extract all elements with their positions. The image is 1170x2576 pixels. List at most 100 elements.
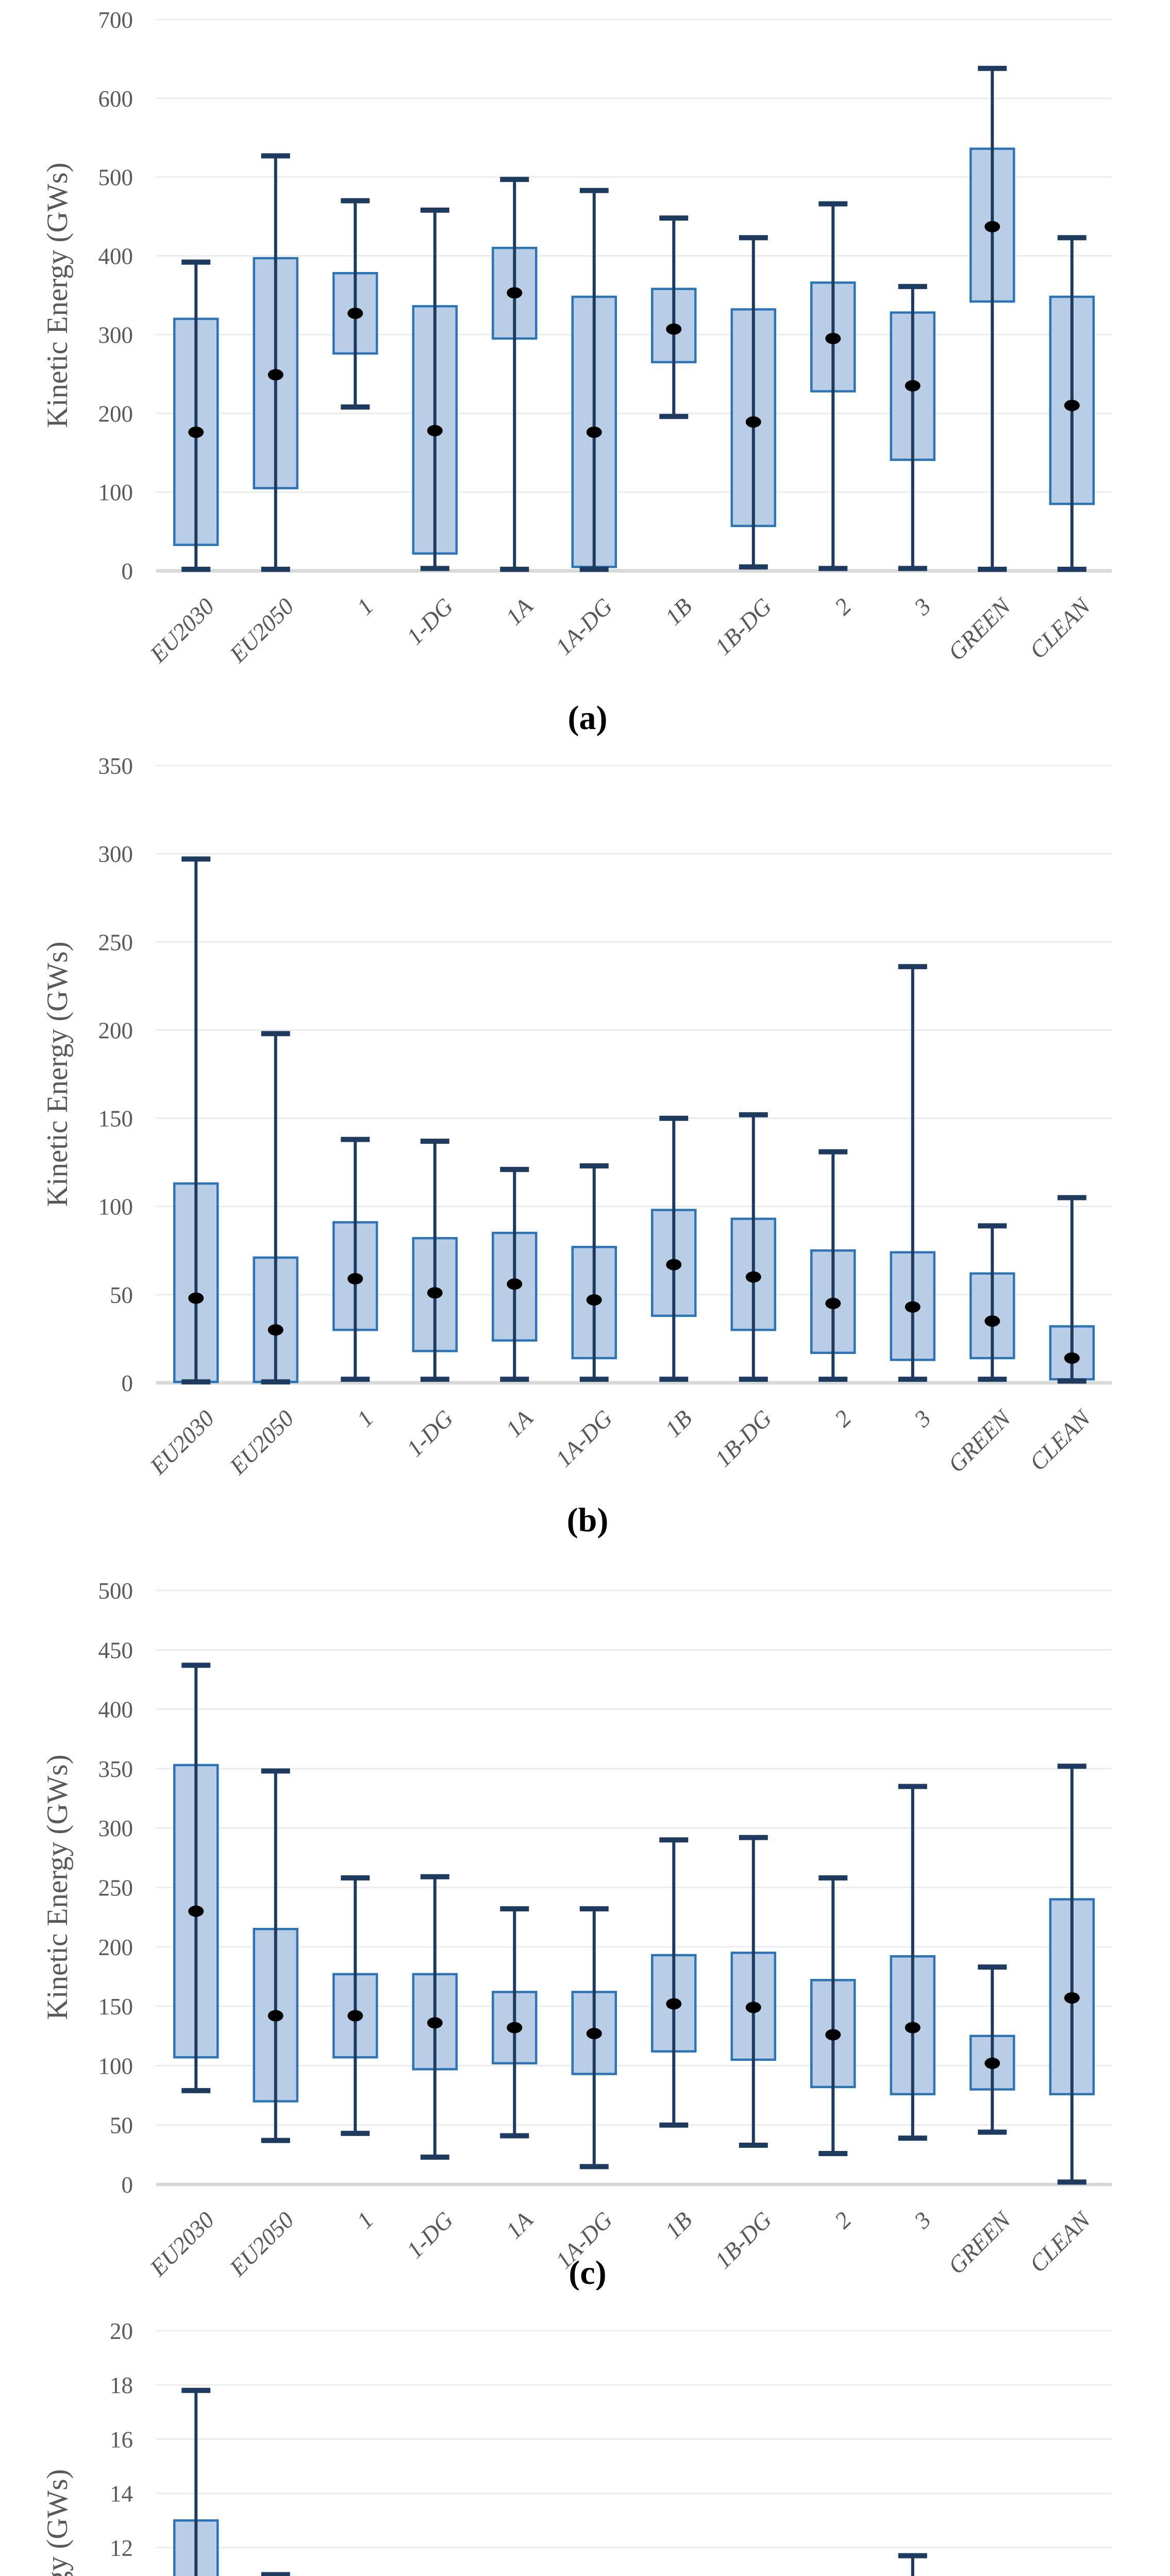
mean-dot-GREEN <box>984 2057 1000 2069</box>
chart-a-plot: 0 100 200 300 400 500 600 700 EU2030 EU2050 1 1-DG 1… <box>98 7 1112 668</box>
y-tick-label: 18 <box>110 2372 133 2398</box>
y-tick-label: 250 <box>98 1875 133 1901</box>
mean-dot-3 <box>905 2022 921 2033</box>
category-label-EU2050: EU2050 <box>224 593 299 668</box>
mean-dot-3 <box>905 380 921 392</box>
mean-dot-1B <box>666 1998 682 2010</box>
category-label-1: 1 <box>352 593 378 620</box>
mean-dot-2 <box>825 1297 841 1309</box>
y-tick-label: 150 <box>98 1994 133 2020</box>
y-tick-label: 50 <box>110 2113 133 2139</box>
y-tick-label: 100 <box>98 1194 133 1220</box>
mean-dot-1-DG <box>427 1287 443 1299</box>
category-label-EU2050: EU2050 <box>224 2207 299 2281</box>
mean-dot-1B <box>666 1259 682 1270</box>
y-tick-label: 500 <box>98 1578 133 1604</box>
y-axis-title: Kinetic Energy (GWs) <box>41 163 74 428</box>
mean-dot-1 <box>347 2010 363 2022</box>
mean-dot-1A <box>507 2022 523 2033</box>
y-tick-label: 350 <box>98 1756 133 1782</box>
panel-c: 0 50 100 150 200 250 300 350 400 450 500 EU2030 EU20… <box>0 1540 1170 2290</box>
mean-dot-1B-DG <box>745 2002 761 2013</box>
category-label-1B-DG: 1B-DG <box>710 593 777 660</box>
y-tick-label: 200 <box>98 1018 133 1043</box>
category-label-1B: 1B <box>660 593 697 630</box>
mean-dot-1A <box>507 287 523 299</box>
mean-dot-1 <box>347 1273 363 1285</box>
mean-dot-2 <box>825 333 841 345</box>
category-label-GREEN: GREEN <box>943 592 1016 665</box>
y-tick-label: 450 <box>98 1637 133 1663</box>
mean-dot-EU2050 <box>268 369 283 381</box>
mean-dot-EU2050 <box>268 2010 283 2022</box>
category-label-1B: 1B <box>660 1405 697 1442</box>
panel-d: 02468101214161820EU2030EU205011-DG1A1A-D… <box>0 2290 1170 2576</box>
category-label-3: 3 <box>909 2207 936 2234</box>
chart-c-plot: 0 50 100 150 200 250 300 350 400 450 500 EU2030 EU20… <box>98 1578 1112 2281</box>
mean-dot-1A-DG <box>586 2028 602 2040</box>
category-label-CLEAN: CLEAN <box>1025 1404 1096 1476</box>
mean-dot-GREEN <box>984 221 1000 233</box>
mean-dot-CLEAN <box>1064 400 1080 411</box>
mean-dot-EU2030 <box>188 1905 204 1917</box>
category-label-1B-DG: 1B-DG <box>710 2207 777 2274</box>
panel-b: 0 50 100 150 200 250 300 350 EU2030 EU2050 1 1-DG 1A… <box>0 737 1170 1540</box>
chart-a-canvas: 0 100 200 300 400 500 600 700 EU2030 EU2050 1 1-DG 1… <box>41 7 1112 737</box>
caption-b: (b) <box>567 1501 609 1539</box>
category-label-1B: 1B <box>660 2207 697 2244</box>
chart-d-plot: 02468101214161820EU2030EU205011-DG1A1A-D… <box>110 2318 1112 2576</box>
y-tick-label: 300 <box>98 1816 133 1841</box>
mean-dot-1A <box>507 1278 523 1290</box>
mean-dot-1-DG <box>427 2017 443 2029</box>
y-tick-label: 300 <box>98 841 133 867</box>
category-label-1-DG: 1-DG <box>402 593 458 650</box>
mean-dot-EU2030 <box>188 1292 204 1304</box>
caption-c: (c) <box>569 2254 606 2290</box>
category-label-1A-DG: 1A-DG <box>550 1405 617 1472</box>
mean-dot-1B-DG <box>745 416 761 428</box>
y-tick-label: 200 <box>98 401 133 427</box>
chart-d-canvas: 02468101214161820EU2030EU205011-DG1A1A-D… <box>41 2318 1112 2576</box>
category-label-2: 2 <box>829 1405 856 1432</box>
category-label-1-DG: 1-DG <box>402 2207 458 2263</box>
mean-dot-EU2030 <box>188 426 204 438</box>
y-axis-title: Kinetic Energy (GWs) <box>41 1755 74 2020</box>
chart-b-canvas: 0 50 100 150 200 250 300 350 EU2030 EU2050 1 1-DG 1A… <box>41 753 1112 1539</box>
y-axis-title: Kinetic Energy (GWs) <box>41 942 74 1207</box>
y-tick-label: 300 <box>98 322 133 348</box>
mean-dot-3 <box>905 1301 921 1313</box>
y-tick-label: 400 <box>98 1697 133 1723</box>
caption-a: (a) <box>568 699 608 737</box>
y-tick-label: 200 <box>98 1935 133 1960</box>
y-tick-label: 600 <box>98 86 133 112</box>
y-tick-label: 0 <box>122 2172 133 2198</box>
category-label-EU2030: EU2030 <box>144 1405 219 1480</box>
category-label-EU2030: EU2030 <box>144 2207 219 2281</box>
y-tick-label: 150 <box>98 1106 133 1132</box>
category-label-1B-DG: 1B-DG <box>710 1405 777 1472</box>
mean-dot-1B-DG <box>745 1271 761 1283</box>
y-tick-label: 350 <box>98 753 133 779</box>
mean-dot-1-DG <box>427 425 443 436</box>
category-label-1: 1 <box>352 1405 378 1432</box>
y-tick-label: 250 <box>98 929 133 955</box>
y-tick-label: 100 <box>98 480 133 505</box>
category-label-1A-DG: 1A-DG <box>550 593 617 660</box>
y-tick-label: 400 <box>98 244 133 269</box>
mean-dot-1A-DG <box>586 1294 602 1306</box>
category-label-EU2030: EU2030 <box>144 593 219 668</box>
mean-dot-CLEAN <box>1064 1992 1080 2004</box>
category-label-1-DG: 1-DG <box>402 1405 458 1462</box>
category-label-1A: 1A <box>500 1404 538 1442</box>
mean-dot-2 <box>825 2029 841 2041</box>
panel-a: 0 100 200 300 400 500 600 700 EU2030 EU2050 1 1-DG 1… <box>0 0 1170 737</box>
category-label-2: 2 <box>829 593 856 620</box>
chart-c-canvas: 0 50 100 150 200 250 300 350 400 450 500 EU2030 EU20… <box>41 1578 1112 2290</box>
y-tick-label: 12 <box>110 2535 133 2561</box>
mean-dot-EU2050 <box>268 1324 283 1336</box>
category-label-CLEAN: CLEAN <box>1025 592 1096 664</box>
y-tick-label: 0 <box>122 558 133 584</box>
y-tick-label: 16 <box>110 2427 133 2452</box>
chart-b-plot: 0 50 100 150 200 250 300 350 EU2030 EU2050 1 1-DG 1A… <box>98 753 1112 1480</box>
